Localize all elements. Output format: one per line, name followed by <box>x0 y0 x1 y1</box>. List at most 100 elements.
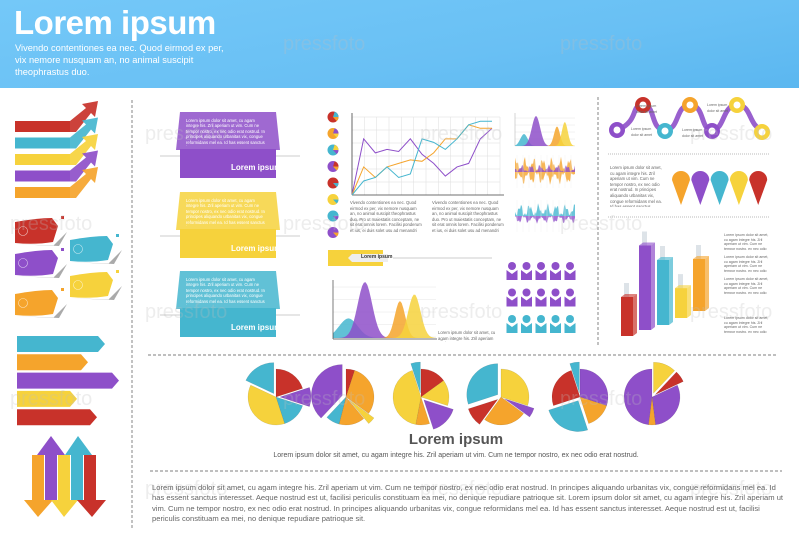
person-icon <box>508 315 516 323</box>
up-arrow-icon <box>37 436 65 455</box>
pie-slice <box>551 370 581 406</box>
pie-slice <box>548 400 589 432</box>
page-subtitle: Vivendo contentiones ea nec. Quod eirmod… <box>15 43 224 77</box>
pie-slice <box>623 368 653 426</box>
mini-pie-slice <box>333 227 339 233</box>
pie-slice <box>648 396 656 426</box>
bar-side <box>633 294 637 336</box>
watermark: pressfoto <box>420 478 502 500</box>
pie-slice <box>245 362 275 395</box>
ribbon-arrow-icon <box>55 134 98 165</box>
bar <box>675 288 687 318</box>
pie-slice <box>338 396 365 426</box>
distribution-curve <box>515 122 575 146</box>
header-banner <box>0 0 799 88</box>
bar-side <box>651 242 655 330</box>
bar-note: Lorem ipsum dolor sit amet, cu agam inte… <box>724 255 769 272</box>
person-icon <box>535 323 547 333</box>
mini-pie-slice <box>333 183 339 188</box>
person-icon <box>521 296 532 307</box>
watermark: pressfoto <box>283 213 365 235</box>
timeline-node-hole <box>686 101 694 109</box>
section-title: Lorem ipsum <box>408 431 504 448</box>
pie-slice <box>410 361 421 394</box>
watermark: pressfoto <box>690 301 772 323</box>
timeline-note: Lorem ipsum dolor sit amet <box>707 103 729 113</box>
sticky-note <box>15 218 58 244</box>
timeline-node-hole <box>758 128 766 136</box>
person-icon <box>522 288 531 297</box>
mini-pie-slice <box>333 111 339 118</box>
pie-slice <box>504 398 535 418</box>
timeline-node-hole <box>733 101 741 109</box>
pie-slice <box>569 361 580 394</box>
watermark: pressfoto <box>10 388 92 410</box>
pie-slice <box>326 396 347 425</box>
person-icon <box>535 296 547 307</box>
arrow-tab <box>17 336 105 352</box>
watermark: pressfoto <box>690 478 772 500</box>
watermark: pressfoto <box>145 478 227 500</box>
wave-area <box>515 156 575 172</box>
info-card <box>180 308 276 337</box>
chart-caption: Vivendo contentiones ea nec. Quod eirmod… <box>432 200 504 234</box>
card-label: Lorem ipsum <box>231 323 282 332</box>
map-pin-icon <box>672 171 690 205</box>
timeline-note: Lorem ipsum dolor sit amet <box>682 128 704 138</box>
person-icon <box>551 288 560 297</box>
arrow-tab <box>17 354 88 371</box>
person-icon <box>564 323 576 333</box>
ribbon-arrow-icon <box>55 167 98 198</box>
note-icon <box>73 244 83 254</box>
pie-slice <box>279 387 312 407</box>
bar-top <box>639 242 655 246</box>
pie-slice <box>275 396 303 424</box>
bar <box>639 245 651 330</box>
mini-pie-slice <box>333 210 339 217</box>
map-pin-icon <box>749 171 768 205</box>
arrow-tab <box>17 372 119 389</box>
card-label: Lorem ipsum <box>231 244 282 253</box>
mini-pie-slice <box>333 216 339 221</box>
distribution-curve <box>333 282 436 338</box>
watermark: pressfoto <box>690 123 772 145</box>
person-icon <box>535 270 547 280</box>
note-dot <box>61 288 64 291</box>
arrow-tab <box>17 409 97 426</box>
info-card <box>180 229 276 258</box>
down-arrow-icon <box>77 500 106 517</box>
card-fold <box>176 192 280 230</box>
watermark: pressfoto <box>560 33 642 55</box>
map-pin-icon <box>729 171 748 205</box>
mini-pie-slice <box>333 166 339 171</box>
pie-slice <box>653 362 676 394</box>
bar-tag <box>642 231 647 250</box>
arrow-tab <box>17 390 77 407</box>
watermark: pressfoto <box>145 301 227 323</box>
distribution-curve <box>515 134 575 146</box>
person-icon <box>521 323 532 333</box>
pie-slice <box>420 368 445 398</box>
sticky-note <box>70 236 113 262</box>
note-icon <box>73 280 83 290</box>
watermark: pressfoto <box>283 33 365 55</box>
line-series <box>351 120 492 196</box>
distribution-caption: Lorem ipsum dolor sit amet, cu agam inte… <box>438 330 496 342</box>
bar <box>693 259 705 311</box>
mini-pie-slice <box>333 117 339 122</box>
person-icon <box>551 262 560 270</box>
bar <box>621 297 633 336</box>
watermark: pressfoto <box>10 213 92 235</box>
note-icon <box>18 226 28 236</box>
bar-top <box>657 257 673 260</box>
pie-slice <box>311 364 343 419</box>
wave-area <box>515 164 575 172</box>
person-icon <box>537 288 545 297</box>
bar-tag <box>696 245 701 263</box>
person-icon <box>566 262 574 270</box>
bar-top <box>675 285 691 289</box>
person-icon <box>522 315 531 323</box>
watermark: pressfoto <box>560 213 642 235</box>
line-series <box>351 127 493 196</box>
info-card <box>180 149 276 178</box>
